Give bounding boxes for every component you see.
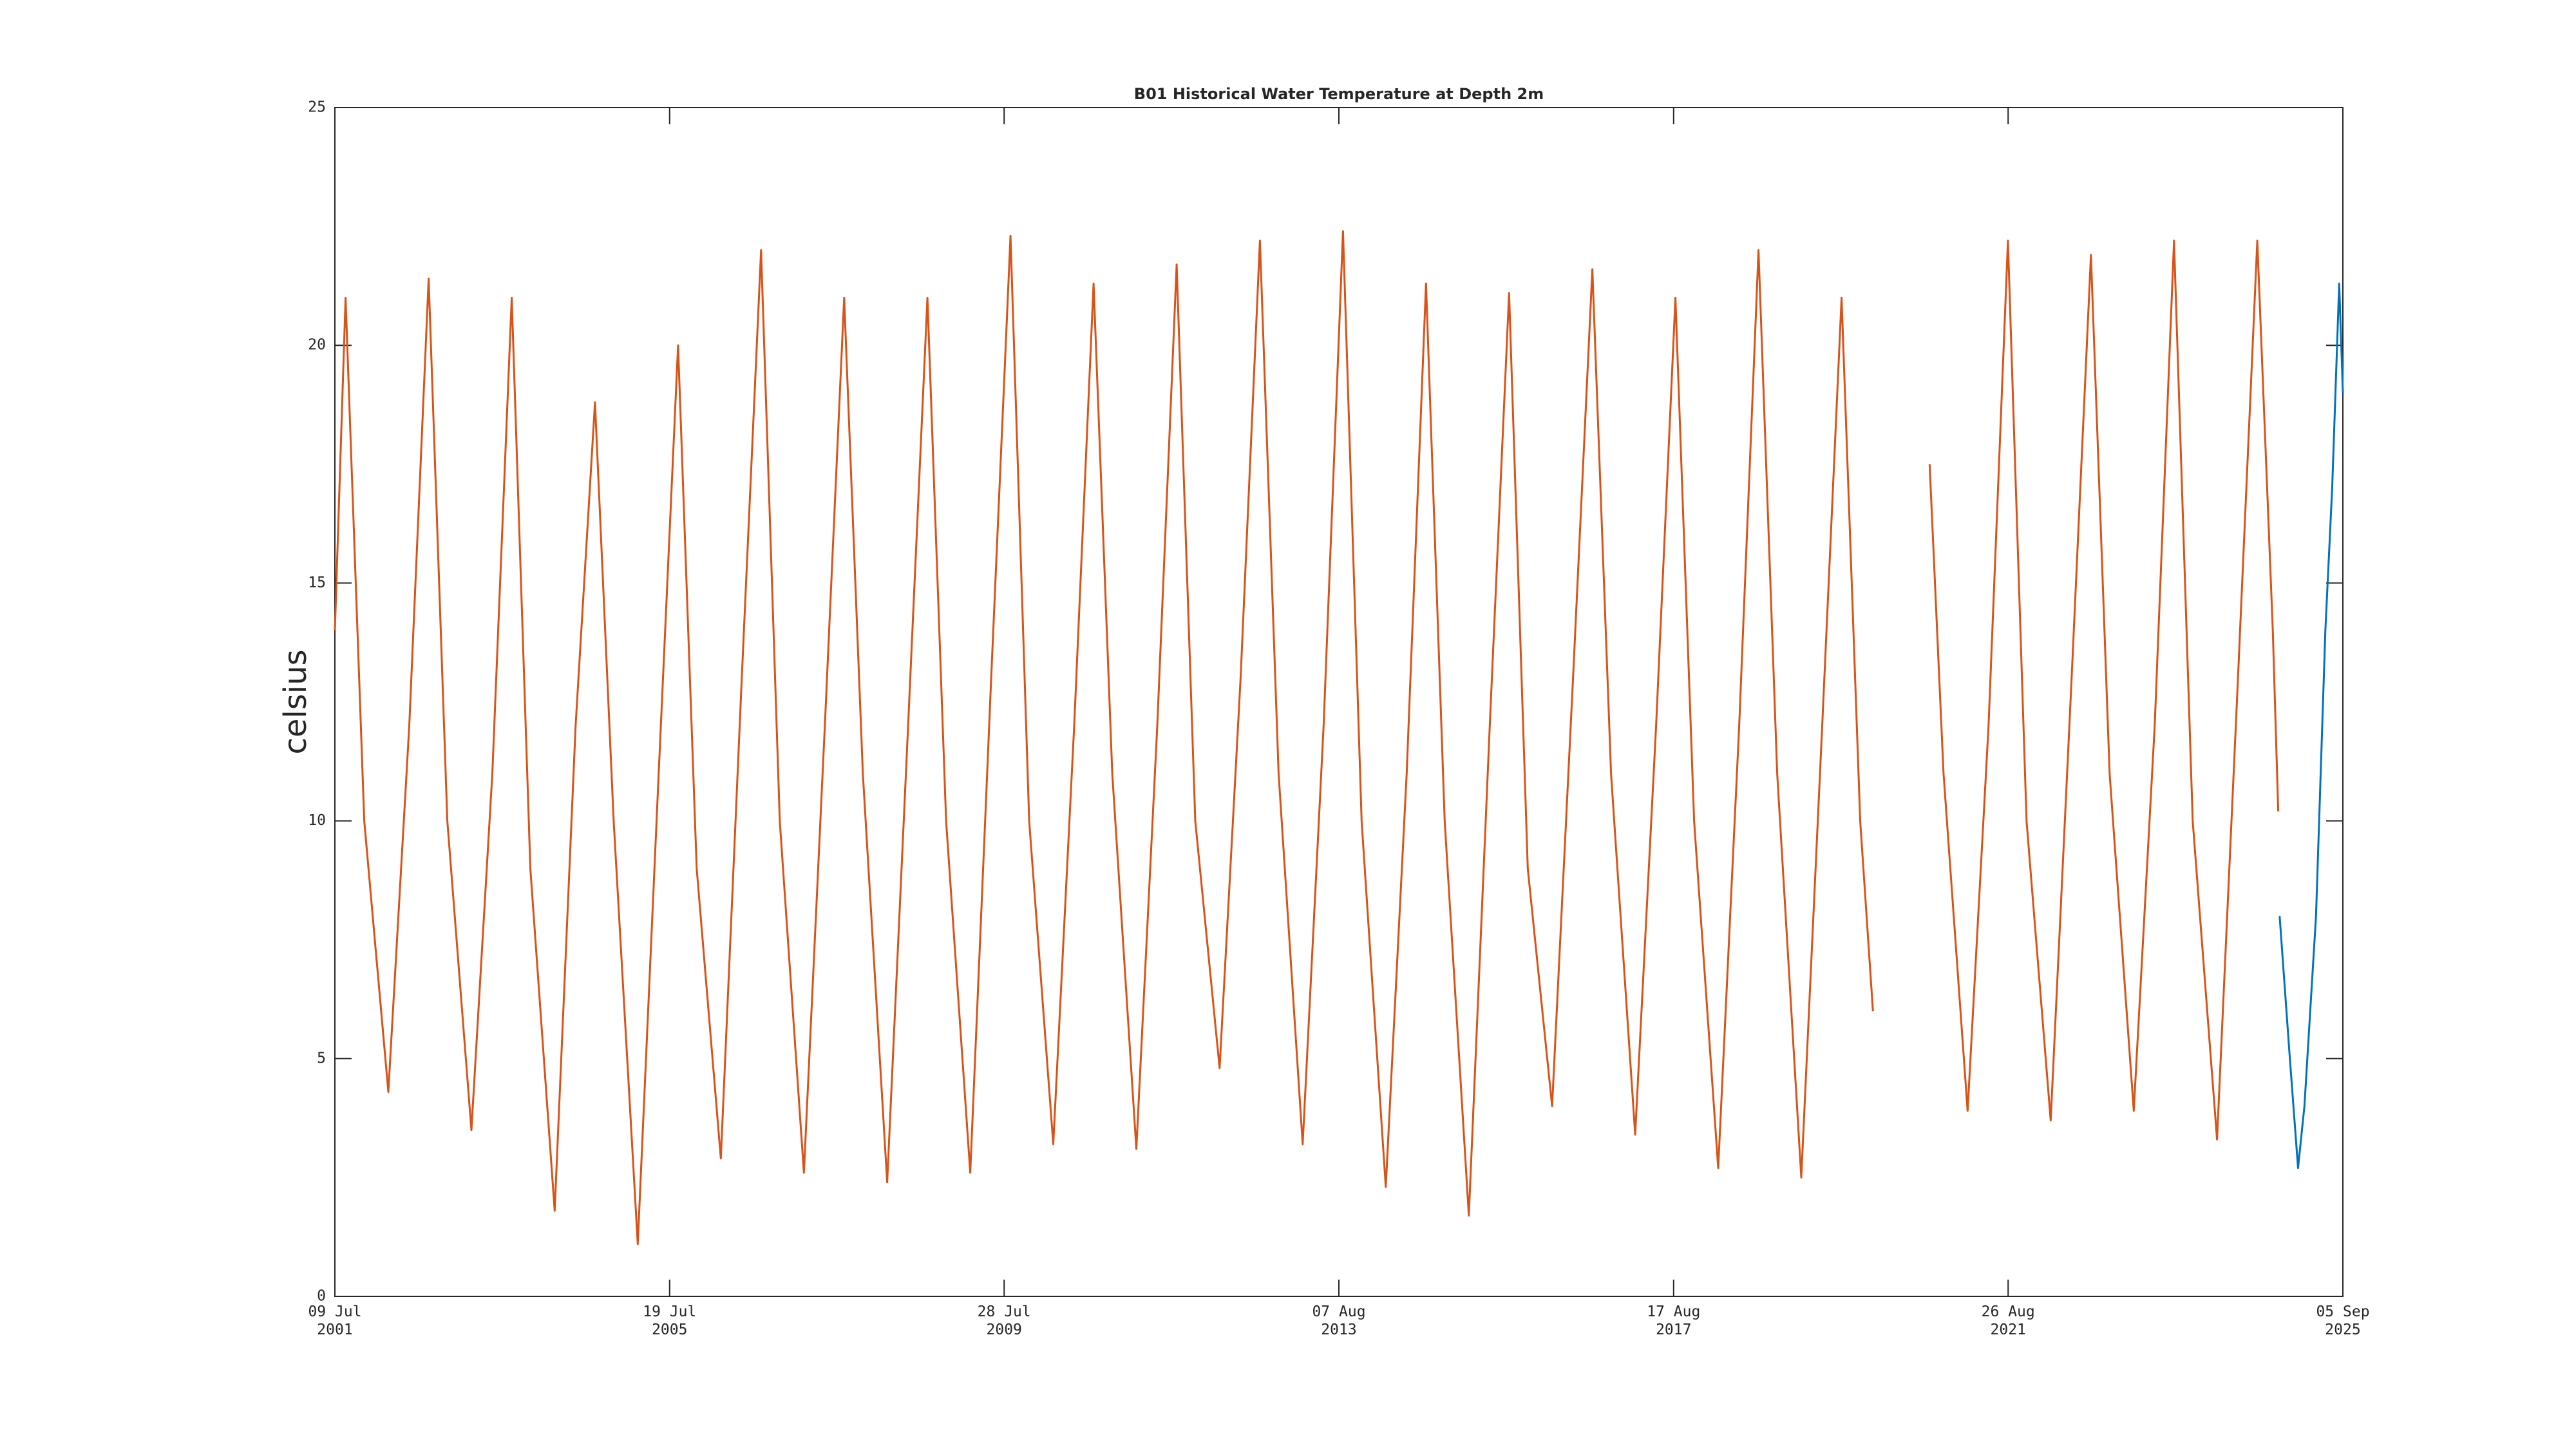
series-line [334, 230, 2280, 1245]
y-tick-label: 15 [308, 574, 326, 591]
y-tick-label: 0 [317, 1288, 326, 1305]
y-axis-label: celsius [278, 649, 314, 754]
x-tick-label: 17 Aug 2017 [1647, 1303, 1701, 1338]
x-tick-label: 05 Sep 2025 [2316, 1303, 2370, 1338]
y-tick-label: 20 [308, 337, 326, 354]
axes-box [334, 107, 2344, 1297]
y-tick-label: 5 [317, 1050, 326, 1066]
x-tick-label: 09 Jul 2001 [308, 1303, 362, 1338]
x-tick-label: 26 Aug 2021 [1981, 1303, 2035, 1338]
x-tick-label: 07 Aug 2013 [1312, 1303, 1366, 1338]
x-tick-label: 28 Jul 2009 [977, 1303, 1031, 1338]
y-tick-label: 25 [308, 99, 326, 116]
chart-title: B01 Historical Water Temperature at Dept… [1134, 85, 1544, 103]
x-tick-label: 19 Jul 2005 [643, 1303, 697, 1338]
series-line [2278, 282, 2344, 1170]
y-tick-label: 10 [308, 812, 326, 829]
